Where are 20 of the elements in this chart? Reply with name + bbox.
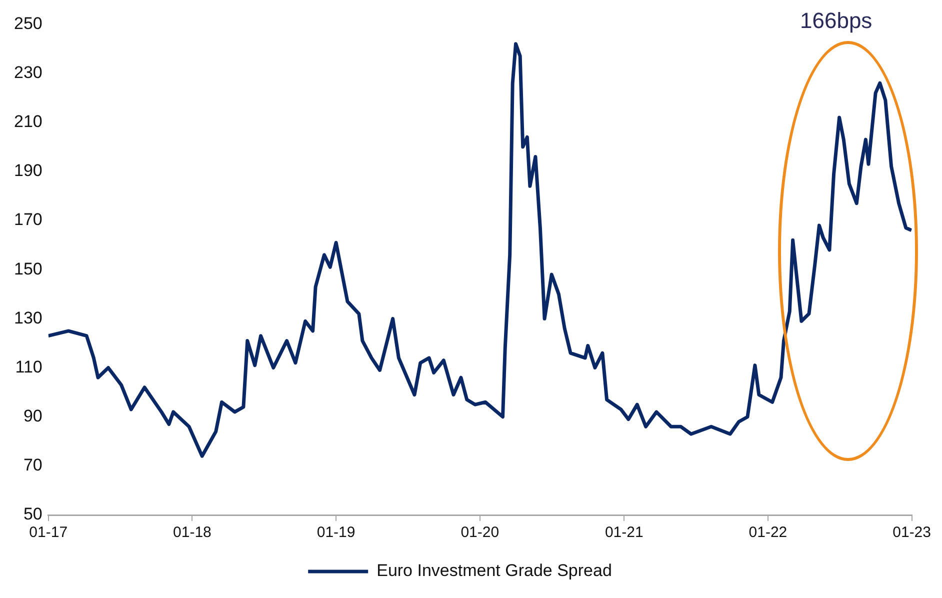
y-tick-label: 210 [14,112,42,132]
x-tick-label: 01-19 [316,524,356,542]
legend-label: Euro Investment Grade Spread [376,561,612,580]
x-tick-label: 01-18 [173,524,212,542]
x-tick-label: 01-21 [604,524,644,542]
annotation: 166bps [800,8,872,34]
y-tick-label: 150 [14,259,42,278]
y-tick-label: 90 [23,406,42,426]
y-tick-label: 130 [14,308,42,328]
x-tick-label: 01-23 [892,524,932,542]
y-tick-label: 250 [14,14,42,33]
x-tick-label: 01-20 [460,524,500,542]
x-tick-label: 01-22 [748,524,788,542]
y-tick-label: 50 [23,504,42,524]
y-tick-label: 230 [14,62,42,82]
y-tick-label: 190 [14,161,42,180]
x-tick-label: 01-17 [29,524,68,542]
y-tick-label: 70 [23,456,42,475]
y-tick-label: 170 [14,210,42,230]
y-tick-label: 110 [15,357,42,376]
